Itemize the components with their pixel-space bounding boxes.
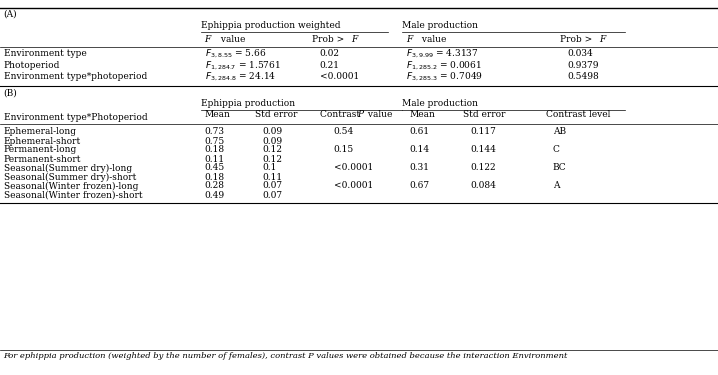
Text: Seasonal(Summer dry)-short: Seasonal(Summer dry)-short: [4, 172, 136, 182]
Text: value: value: [419, 35, 446, 44]
Text: C: C: [553, 146, 560, 154]
Text: 0.18: 0.18: [205, 146, 225, 154]
Text: Male production: Male production: [402, 99, 478, 108]
Text: Ephippia production weighted: Ephippia production weighted: [201, 21, 340, 30]
Text: P: P: [358, 110, 363, 119]
Text: value: value: [218, 35, 245, 44]
Text: 0.1: 0.1: [262, 164, 276, 172]
Text: 0.9379: 0.9379: [567, 61, 599, 70]
Text: $F_{1,284.7}$ = 1.5761: $F_{1,284.7}$ = 1.5761: [205, 60, 280, 72]
Text: 0.67: 0.67: [409, 182, 429, 190]
Text: $F_{3,8.55}$ = 5.66: $F_{3,8.55}$ = 5.66: [205, 48, 266, 60]
Text: F: F: [599, 35, 605, 44]
Text: 0.45: 0.45: [205, 164, 225, 172]
Text: 0.02: 0.02: [320, 50, 340, 58]
Text: Seasonal(Winter frozen)-long: Seasonal(Winter frozen)-long: [4, 182, 138, 190]
Text: 0.034: 0.034: [567, 50, 593, 58]
Text: <0.0001: <0.0001: [334, 182, 373, 190]
Text: 0.18: 0.18: [205, 172, 225, 182]
Text: (B): (B): [4, 88, 17, 98]
Text: Prob >: Prob >: [560, 35, 592, 44]
Text: 0.28: 0.28: [205, 182, 225, 190]
Text: Ephemeral-short: Ephemeral-short: [4, 136, 81, 146]
Text: Male production: Male production: [402, 21, 478, 30]
Text: A: A: [553, 182, 559, 190]
Text: Contrast: Contrast: [320, 110, 363, 119]
Text: 0.11: 0.11: [262, 172, 282, 182]
Text: value: value: [365, 110, 392, 119]
Text: 0.54: 0.54: [334, 128, 354, 136]
Text: 0.09: 0.09: [262, 128, 282, 136]
Text: 0.61: 0.61: [409, 128, 429, 136]
Text: 0.31: 0.31: [409, 164, 429, 172]
Text: 0.49: 0.49: [205, 190, 225, 200]
Text: 0.12: 0.12: [262, 154, 282, 164]
Text: 0.084: 0.084: [470, 182, 496, 190]
Text: 0.07: 0.07: [262, 182, 282, 190]
Text: 0.14: 0.14: [409, 146, 429, 154]
Text: Seasonal(Summer dry)-long: Seasonal(Summer dry)-long: [4, 164, 131, 172]
Text: 0.5498: 0.5498: [567, 72, 599, 81]
Text: Mean: Mean: [205, 110, 230, 119]
Text: 0.15: 0.15: [334, 146, 354, 154]
Text: Environment type: Environment type: [4, 50, 86, 58]
Text: 0.11: 0.11: [205, 154, 225, 164]
Text: Mean: Mean: [409, 110, 435, 119]
Text: 0.09: 0.09: [262, 136, 282, 146]
Text: 0.144: 0.144: [470, 146, 496, 154]
Text: Std error: Std error: [463, 110, 505, 119]
Text: 0.21: 0.21: [320, 61, 340, 70]
Text: F: F: [205, 35, 211, 44]
Text: Ephippia production: Ephippia production: [201, 99, 295, 108]
Text: 0.07: 0.07: [262, 190, 282, 200]
Text: (A): (A): [4, 10, 17, 19]
Text: 0.117: 0.117: [470, 128, 496, 136]
Text: Permanent-long: Permanent-long: [4, 146, 77, 154]
Text: Std error: Std error: [255, 110, 297, 119]
Text: Permanent-short: Permanent-short: [4, 154, 81, 164]
Text: <0.0001: <0.0001: [334, 164, 373, 172]
Text: F: F: [351, 35, 358, 44]
Text: Photoperiod: Photoperiod: [4, 61, 60, 70]
Text: Ephemeral-long: Ephemeral-long: [4, 128, 77, 136]
Text: Seasonal(Winter frozen)-short: Seasonal(Winter frozen)-short: [4, 190, 142, 200]
Text: Environment type*Photoperiod: Environment type*Photoperiod: [4, 113, 147, 122]
Text: 0.75: 0.75: [205, 136, 225, 146]
Text: Prob >: Prob >: [312, 35, 345, 44]
Text: F: F: [406, 35, 412, 44]
Text: 0.73: 0.73: [205, 128, 225, 136]
Text: <0.0001: <0.0001: [320, 72, 359, 81]
Text: $F_{3,9.99}$ = 4.3137: $F_{3,9.99}$ = 4.3137: [406, 48, 478, 60]
Text: 0.122: 0.122: [470, 164, 496, 172]
Text: Contrast level: Contrast level: [546, 110, 610, 119]
Text: Environment type*photoperiod: Environment type*photoperiod: [4, 72, 147, 81]
Text: $F_{3,284.8}$ = 24.14: $F_{3,284.8}$ = 24.14: [205, 71, 276, 83]
Text: AB: AB: [553, 128, 566, 136]
Text: $F_{3,285.3}$ = 0.7049: $F_{3,285.3}$ = 0.7049: [406, 71, 482, 83]
Text: 0.12: 0.12: [262, 146, 282, 154]
Text: For ephippia production (weighted by the number of females), contrast P values w: For ephippia production (weighted by the…: [4, 352, 568, 360]
Text: $F_{1,285.2}$ = 0.0061: $F_{1,285.2}$ = 0.0061: [406, 60, 482, 72]
Text: BC: BC: [553, 164, 567, 172]
